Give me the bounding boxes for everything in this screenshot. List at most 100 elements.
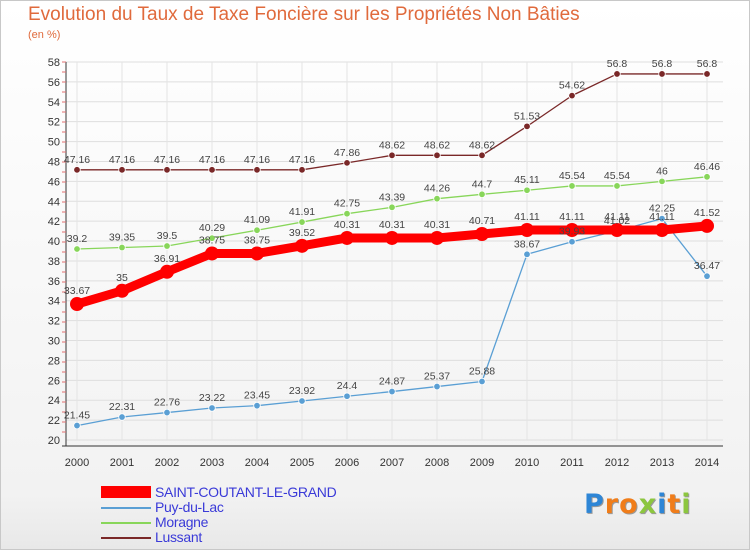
x-tick-label: 2007 <box>380 457 404 469</box>
data-point-puy-du-lac <box>523 250 531 258</box>
legend-label: Lussant <box>155 529 202 545</box>
legend-swatch <box>101 537 151 539</box>
logo-letter: t <box>667 489 682 520</box>
data-point-saint-coutant-le-grand <box>430 230 444 245</box>
data-label-moragne: 46.46 <box>694 161 720 173</box>
legend-label: SAINT-COUTANT-LE-GRAND <box>155 484 337 500</box>
x-tick-label: 2013 <box>650 457 674 469</box>
data-point-moragne <box>613 182 621 190</box>
data-point-moragne <box>208 234 216 242</box>
data-label-moragne: 46 <box>656 165 668 177</box>
axes: 20 22 24 26 28 30 32 34 36 38 40 42 44 46 48 50 52 54 56 58… <box>48 57 723 469</box>
data-point-lussant <box>298 166 306 174</box>
series-lines <box>70 70 714 430</box>
y-tick-label: 46 <box>48 176 60 188</box>
data-point-lussant <box>703 70 711 78</box>
y-tick-label: 36 <box>48 276 60 288</box>
data-label-puy-du-lac: 25.88 <box>469 366 495 378</box>
data-label-moragne: 42.75 <box>334 198 360 210</box>
data-point-moragne <box>343 209 351 218</box>
y-tick-label: 30 <box>48 336 60 348</box>
data-point-lussant <box>343 159 351 167</box>
x-tick-label: 2006 <box>335 457 359 469</box>
data-label-puy-du-lac: 24.4 <box>337 380 358 392</box>
data-label-moragne: 45.54 <box>559 170 585 182</box>
x-tick-label: 2008 <box>425 457 449 469</box>
data-point-saint-coutant-le-grand <box>70 297 84 312</box>
data-point-lussant <box>388 151 396 160</box>
data-point-puy-du-lac <box>568 238 576 246</box>
legend-swatch <box>101 507 151 509</box>
x-tick-label: 2009 <box>470 457 494 469</box>
y-tick-label: 26 <box>48 375 60 387</box>
data-label-lussant: 47.16 <box>289 154 315 166</box>
x-tick-label: 2011 <box>560 457 584 469</box>
data-point-saint-coutant-le-grand <box>160 264 174 279</box>
data-label-lussant: 56.8 <box>607 58 628 70</box>
data-labels: 33.67 35 36.91 38.75 38.75 39.52 40.31 40.31 40.… <box>64 58 720 422</box>
data-label-moragne: 45.54 <box>604 170 630 182</box>
data-point-puy-du-lac <box>118 413 126 421</box>
data-label-lussant: 56.8 <box>652 58 673 70</box>
data-point-lussant <box>568 91 576 100</box>
data-label-lussant: 51.53 <box>514 110 540 122</box>
chart-title: Evolution du Taux de Taxe Foncière sur l… <box>28 4 580 25</box>
data-label-saint-coutant-le-grand: 40.31 <box>424 219 450 231</box>
data-point-lussant <box>523 122 531 131</box>
y-tick-label: 52 <box>48 117 60 129</box>
x-tick-label: 2001 <box>110 457 134 469</box>
data-point-moragne <box>568 182 576 190</box>
logo-letter: i <box>681 489 692 520</box>
data-label-puy-du-lac: 23.45 <box>244 390 270 402</box>
data-label-puy-du-lac: 22.31 <box>109 401 135 413</box>
data-label-lussant: 47.16 <box>154 154 180 166</box>
x-tick-label: 2000 <box>65 457 89 469</box>
data-label-moragne: 41.91 <box>289 206 315 218</box>
data-point-lussant <box>658 70 666 78</box>
y-tick-label: 22 <box>48 415 60 427</box>
data-point-puy-du-lac <box>433 382 441 391</box>
data-label-lussant: 48.62 <box>379 139 405 151</box>
data-point-lussant <box>118 166 126 174</box>
data-label-puy-du-lac: 23.92 <box>289 385 315 397</box>
data-point-saint-coutant-le-grand <box>385 230 399 245</box>
data-point-moragne <box>73 245 81 253</box>
data-label-moragne: 43.39 <box>379 191 405 203</box>
data-point-puy-du-lac <box>298 397 306 405</box>
data-label-moragne: 39.2 <box>67 233 88 245</box>
data-label-saint-coutant-le-grand: 41.11 <box>514 211 540 223</box>
y-tick-label: 50 <box>48 137 60 149</box>
data-label-saint-coutant-le-grand: 40.31 <box>334 219 360 231</box>
data-label-lussant: 47.16 <box>199 154 225 166</box>
data-label-saint-coutant-le-grand: 35 <box>116 272 128 284</box>
data-point-saint-coutant-le-grand <box>475 226 489 241</box>
data-label-saint-coutant-le-grand: 40.31 <box>379 219 405 231</box>
logo-letter: i <box>657 489 668 520</box>
legend-swatch <box>101 486 151 498</box>
data-label-moragne: 44.7 <box>472 178 493 190</box>
data-label-saint-coutant-le-grand: 41.11 <box>559 211 585 223</box>
data-point-moragne <box>478 190 486 198</box>
data-point-saint-coutant-le-grand <box>565 223 579 238</box>
data-label-saint-coutant-le-grand: 36.91 <box>154 253 180 265</box>
data-point-saint-coutant-le-grand <box>520 223 534 238</box>
data-label-moragne: 39.35 <box>109 232 135 244</box>
data-label-lussant: 48.62 <box>469 139 495 151</box>
data-point-moragne <box>703 173 711 181</box>
data-label-saint-coutant-le-grand: 41.52 <box>694 207 720 219</box>
data-point-saint-coutant-le-grand <box>610 223 624 238</box>
logo-letter: r <box>604 489 620 520</box>
logo-letter: P <box>584 489 605 520</box>
data-label-lussant: 47.16 <box>64 154 90 166</box>
legend-label: Puy-du-Lac <box>155 499 224 515</box>
data-label-lussant: 48.62 <box>424 139 450 151</box>
data-point-lussant <box>73 166 81 174</box>
data-point-saint-coutant-le-grand <box>250 246 264 261</box>
data-label-saint-coutant-le-grand: 39.52 <box>289 227 315 239</box>
data-point-puy-du-lac <box>208 404 216 412</box>
data-point-moragne <box>523 186 531 194</box>
data-label-saint-coutant-le-grand: 41.11 <box>604 211 630 223</box>
data-label-moragne: 40.29 <box>199 222 225 234</box>
